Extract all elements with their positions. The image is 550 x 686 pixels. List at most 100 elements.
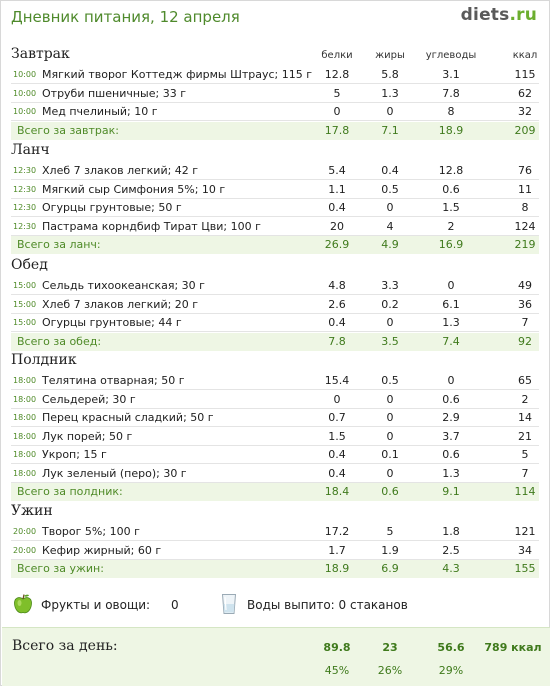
food-row[interactable]: 10:00 Мед пчелиный; 10 г 0 0 8 32 (11, 103, 539, 121)
food-carbs: 1.8 (442, 525, 460, 538)
food-name[interactable]: Мед пчелиный; 10 г (42, 105, 158, 118)
food-protein: 0.4 (328, 201, 346, 214)
food-name[interactable]: Мягкий творог Коттедж фирмы Штраус; 115 … (42, 68, 313, 81)
meal-total-kcal: 209 (514, 123, 536, 137)
food-name[interactable]: Лук порей; 50 г (42, 429, 133, 443)
food-row[interactable]: 18:00 Сельдерей; 30 г 0 0 0.6 2 (11, 391, 539, 409)
food-row[interactable]: 15:00 Огурцы грунтовые; 44 г 0.4 0 1.3 7 (11, 314, 539, 332)
food-name[interactable]: Лук зеленый (перо); 30 г (42, 466, 187, 480)
food-name[interactable]: Огурцы грунтовые; 44 г (42, 316, 182, 329)
food-name[interactable]: Мягкий сыр Симфония 5%; 10 г (42, 182, 226, 196)
food-fat: 0 (386, 105, 394, 118)
day-total-carbs: 56.6 (437, 641, 465, 654)
page-title: Дневник питания, 12 апреля (11, 8, 240, 26)
food-kcal: 2 (521, 392, 529, 406)
food-row[interactable]: 12:30 Мягкий сыр Симфония 5%; 10 г 1.1 0.5 0… (11, 181, 539, 199)
meal-total-carbs: 4.3 (442, 562, 460, 575)
food-protein: 20 (330, 219, 344, 233)
food-row[interactable]: 18:00 Перец красный сладкий; 50 г 0.7 0 2.9 1… (11, 409, 539, 427)
food-protein: 0 (333, 392, 341, 406)
food-fat: 0.2 (381, 297, 399, 311)
food-name[interactable]: Укроп; 15 г (42, 448, 107, 461)
meal-total-fat: 4.9 (381, 238, 399, 251)
food-time: 18:00 (13, 413, 37, 422)
food-row[interactable]: 15:00 Хлеб 7 злаков легкий; 20 г 2.6 0.2 6.1… (11, 296, 539, 314)
food-carbs: 3.1 (442, 68, 460, 81)
food-name[interactable]: Сельдерей; 30 г (42, 392, 136, 406)
food-kcal: 49 (518, 279, 532, 292)
column-header-carbs: углеводы (425, 50, 477, 61)
meal-total-protein: 17.8 (324, 123, 350, 137)
meal-title: Завтрак (11, 46, 70, 62)
food-carbs: 2.9 (442, 411, 460, 424)
day-total-protein: 89.8 (323, 641, 351, 654)
water-label: Воды выпито: 0 стаканов (247, 598, 408, 612)
food-row[interactable]: 10:00 Отруби пшеничные; 33 г 5 1.3 7.8 62 (11, 85, 539, 103)
food-row[interactable]: 12:30 Огурцы грунтовые; 50 г 0.4 0 1.5 8 (11, 199, 539, 217)
food-name[interactable]: Сельдь тихоокеанская; 30 г (42, 279, 205, 292)
food-name[interactable]: Хлеб 7 злаков легкий; 42 г (42, 164, 199, 177)
meal-total-fat: 3.5 (381, 334, 399, 348)
food-row[interactable]: 18:00 Укроп; 15 г 0.4 0.1 0.6 5 (11, 446, 539, 464)
food-fat: 3.3 (381, 279, 399, 292)
day-total-fat: 23 (382, 641, 398, 654)
food-time: 12:30 (13, 184, 37, 194)
food-protein: 0.4 (328, 448, 346, 461)
water-glass-icon (221, 594, 237, 614)
diets-logo[interactable]: diets.ru (461, 5, 537, 25)
food-name[interactable]: Пастрама корндбиф Тират Цви; 100 г (42, 219, 261, 233)
food-time: 10:00 (13, 107, 37, 116)
food-kcal: 115 (514, 68, 536, 81)
food-row[interactable]: 20:00 Кефир жирный; 60 г 1.7 1.9 2.5 34 (11, 542, 539, 560)
food-carbs: 0.6 (442, 182, 460, 196)
food-protein: 5 (333, 86, 341, 100)
food-row[interactable]: 18:00 Телятина отварная; 50 г 15.4 0.5 0 65 (11, 372, 539, 390)
food-kcal: 11 (518, 182, 532, 196)
food-name[interactable]: Перец красный сладкий; 50 г (42, 411, 214, 424)
food-carbs: 0.6 (442, 448, 460, 461)
food-fat: 0 (386, 201, 394, 214)
food-row[interactable]: 12:30 Пастрама корндбиф Тират Цви; 100 г 2… (11, 218, 539, 236)
food-name[interactable]: Отруби пшеничные; 33 г (42, 86, 186, 100)
meal-total-fat: 0.6 (381, 485, 399, 498)
column-header-kcal: ккал (512, 50, 538, 61)
meal-total-kcal: 219 (514, 238, 536, 251)
food-time: 18:00 (13, 450, 37, 459)
food-name[interactable]: Творог 5%; 100 г (42, 525, 140, 538)
food-row[interactable]: 18:00 Лук порей; 50 г 1.5 0 3.7 21 (11, 428, 539, 446)
food-time: 18:00 (13, 376, 37, 385)
food-kcal: 14 (518, 411, 532, 424)
fruits-label: Фрукты и овощи: (41, 598, 151, 612)
food-name[interactable]: Хлеб 7 злаков легкий; 20 г (42, 297, 199, 311)
meal-total-protein: 26.9 (324, 238, 350, 251)
meal-total-fat: 7.1 (381, 123, 399, 137)
food-name[interactable]: Телятина отварная; 50 г (42, 374, 185, 387)
food-name[interactable]: Огурцы грунтовые; 50 г (42, 201, 182, 214)
food-carbs: 2.5 (442, 543, 460, 557)
food-row[interactable]: 12:30 Хлеб 7 злаков легкий; 42 г 5.4 0.4 12.… (11, 162, 539, 180)
food-time: 15:00 (13, 299, 37, 309)
food-fat: 5.8 (381, 68, 399, 81)
meal-total-label: Всего за ланч: (17, 238, 101, 251)
meal-total-label: Всего за ужин: (17, 562, 104, 575)
food-name[interactable]: Кефир жирный; 60 г (42, 543, 162, 557)
food-carbs: 0 (447, 374, 455, 387)
food-row[interactable]: 18:00 Лук зеленый (перо); 30 г 0.4 0 1.3 7 (11, 465, 539, 483)
food-protein: 1.7 (328, 543, 346, 557)
day-total-kcal: 789 ккал (484, 641, 542, 654)
food-kcal: 36 (518, 297, 532, 311)
food-carbs: 2 (447, 219, 455, 233)
meal-total-row: Всего за ужин: 18.9 6.9 4.3 155 (11, 560, 539, 578)
food-fat: 1.9 (381, 543, 399, 557)
food-row[interactable]: 10:00 Мягкий творог Коттедж фирмы Штраус;… (11, 66, 539, 84)
food-row[interactable]: 15:00 Сельдь тихоокеанская; 30 г 4.8 3.3 0 49 (11, 277, 539, 295)
food-fat: 5 (386, 525, 394, 538)
food-protein: 0.7 (328, 411, 346, 424)
food-row[interactable]: 20:00 Творог 5%; 100 г 17.2 5 1.8 121 (11, 523, 539, 541)
extras-bar: Фрукты и овощи: 0 Воды выпито: 0 стакано… (11, 593, 539, 617)
logo-main: diets (460, 5, 510, 25)
food-fat: 0 (386, 429, 394, 443)
food-time: 12:30 (13, 203, 37, 212)
meal-title: Полдник (11, 352, 77, 368)
